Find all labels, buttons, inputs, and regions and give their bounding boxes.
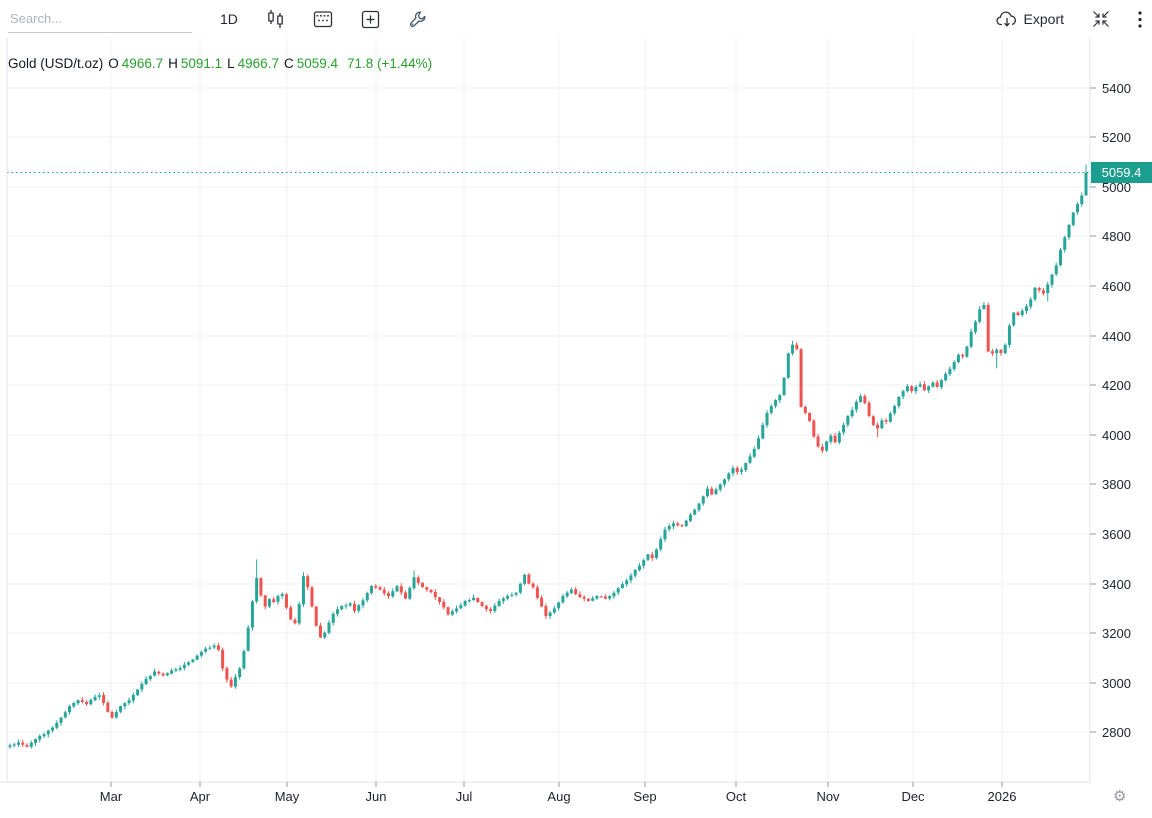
- toolbar: 1D: [0, 0, 1152, 38]
- price-tick-label: 4200: [1102, 378, 1131, 394]
- open-value: 4966.7: [121, 56, 164, 71]
- month-tick-label: Jul: [455, 789, 473, 804]
- month-tick-label: Sep: [633, 789, 657, 804]
- timeframe-label: 1D: [220, 11, 238, 27]
- price-tick-label: 3200: [1102, 626, 1131, 642]
- close-label: C: [283, 56, 294, 71]
- price-tick-label: 5200: [1102, 130, 1131, 146]
- candlestick-icon: [266, 9, 285, 29]
- high-label: H: [168, 56, 178, 71]
- high-value: 5091.1: [180, 56, 223, 71]
- kebab-icon: [1138, 10, 1142, 28]
- candles-layer: [8, 164, 1088, 749]
- price-tick-label: 5000: [1102, 179, 1131, 195]
- plus-icon: [361, 10, 380, 29]
- add-button[interactable]: [361, 10, 380, 29]
- ohlc-legend: Gold (USD/t.oz) O 4966.7 H 5091.1 L 4966.7 C 505…: [8, 56, 432, 71]
- collapse-button[interactable]: [1092, 10, 1110, 28]
- month-tick-label: Nov: [816, 789, 840, 804]
- price-tick-label: 3800: [1102, 477, 1131, 493]
- month-tick-label: Mar: [99, 789, 123, 804]
- close-value: 5059.4: [296, 56, 338, 71]
- month-tick-label: Jun: [365, 789, 387, 804]
- tools-button[interactable]: [408, 10, 427, 29]
- month-tick-label: Apr: [189, 789, 211, 804]
- month-tick-label: 2026: [987, 789, 1017, 804]
- price-tick-label: 3600: [1102, 527, 1131, 543]
- export-label: Export: [1023, 11, 1064, 27]
- month-tick-label: Aug: [547, 789, 571, 804]
- price-tick-label: 4600: [1102, 278, 1131, 294]
- price-tick-label: 3000: [1102, 675, 1131, 691]
- more-button[interactable]: [1138, 10, 1142, 28]
- search-input[interactable]: [8, 5, 192, 33]
- low-value: 4966.7: [237, 56, 279, 71]
- axes-border-layer: [0, 38, 1096, 787]
- export-button[interactable]: Export: [995, 10, 1064, 28]
- change-value: 71.8 (+1.44%): [347, 56, 433, 71]
- gear-icon: ⚙: [1113, 787, 1127, 805]
- price-tick-label: 4800: [1102, 229, 1131, 245]
- chart-type-button[interactable]: [266, 9, 285, 29]
- month-tick-label: May: [274, 789, 300, 804]
- month-tick-label: Oct: [725, 789, 747, 804]
- gridlines-layer: [7, 38, 1090, 782]
- last-price-badge: 5059.4: [1091, 162, 1152, 183]
- price-tick-label: 4400: [1102, 328, 1131, 344]
- symbol-name: Gold (USD/t.oz): [8, 56, 104, 71]
- axis-settings-button[interactable]: ⚙: [1113, 787, 1126, 805]
- cloud-download-icon: [995, 10, 1018, 28]
- price-tick-label: 2800: [1102, 725, 1131, 741]
- price-tick-label: 5400: [1102, 80, 1131, 96]
- price-tick-label: 4000: [1102, 427, 1131, 443]
- toolbar-right-group: Export: [995, 0, 1142, 38]
- collapse-icon: [1092, 10, 1110, 28]
- date-range-button[interactable]: [313, 9, 333, 29]
- calendar-icon: [313, 9, 333, 29]
- month-tick-label: Dec: [901, 789, 925, 804]
- low-label: L: [227, 56, 235, 71]
- toolbar-left-group: 1D: [0, 5, 427, 33]
- wrench-icon: [408, 10, 427, 29]
- price-tick-label: 3400: [1102, 576, 1131, 592]
- timeframe-button[interactable]: 1D: [220, 11, 238, 27]
- open-label: O: [108, 56, 119, 71]
